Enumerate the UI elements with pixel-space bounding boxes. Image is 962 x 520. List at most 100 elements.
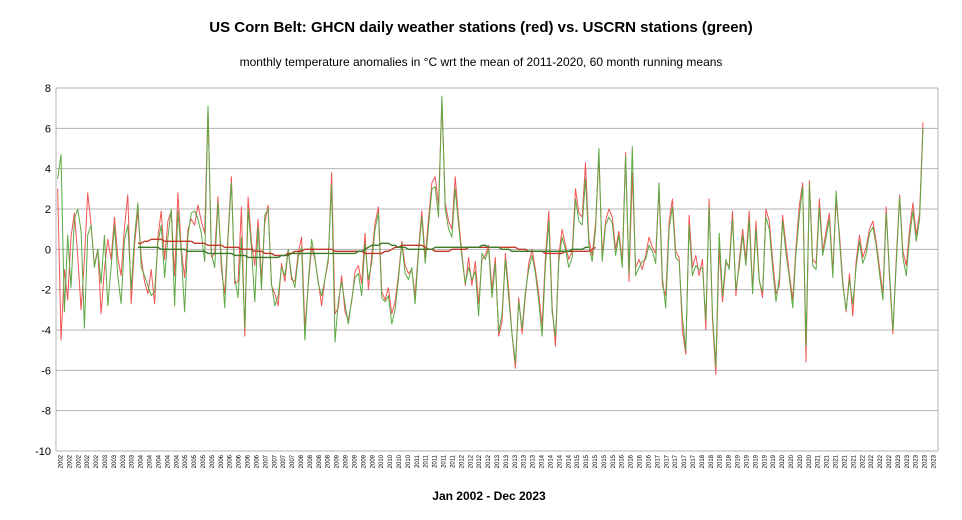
x-tick-label: 2003 [130, 454, 136, 468]
x-tick-label: 2006 [254, 454, 260, 468]
x-tick-label: 2015 [602, 454, 608, 468]
x-tick-label: 2015 [575, 454, 581, 468]
x-tick-label: 2009 [344, 454, 350, 468]
x-tick-label: 2021 [834, 454, 840, 468]
x-tick-label: 2019 [744, 454, 750, 468]
x-tick-label: 2023 [923, 454, 929, 468]
x-tick-label: 2017 [664, 454, 670, 468]
x-tick-label: 2009 [352, 454, 358, 468]
x-tick-label: 2020 [807, 454, 813, 468]
y-tick-label: 4 [45, 164, 51, 176]
x-tick-label: 2018 [700, 454, 706, 468]
x-tick-label: 2009 [335, 454, 341, 468]
x-tick-label: 2012 [459, 454, 465, 468]
x-tick-label: 2022 [878, 454, 884, 468]
series-line-ghcn_mean [137, 238, 596, 257]
x-tick-label: 2019 [771, 454, 777, 468]
x-tick-label: 2012 [468, 454, 474, 468]
x-tick-label: 2004 [148, 454, 154, 468]
x-tick-label: 2014 [566, 454, 572, 468]
x-tick-label: 2015 [611, 454, 617, 468]
x-tick-label: 2020 [798, 454, 804, 468]
x-tick-label: 2010 [379, 454, 385, 468]
x-tick-label: 2002 [85, 454, 91, 468]
x-tick-label: 2002 [58, 454, 64, 468]
x-tick-label: 2017 [682, 454, 688, 468]
y-tick-label: -10 [35, 446, 51, 458]
x-tick-label: 2005 [201, 454, 207, 468]
x-tick-label: 2017 [691, 454, 697, 468]
y-tick-label: -8 [41, 406, 51, 418]
x-tick-label: 2004 [165, 454, 171, 468]
x-tick-label: 2014 [548, 454, 554, 468]
x-tick-label: 2011 [433, 454, 439, 468]
chart-subtitle: monthly temperature anomalies in °C wrt … [240, 55, 723, 69]
x-tick-label: 2008 [326, 454, 332, 468]
x-tick-label: 2007 [281, 454, 287, 468]
x-tick-label: 2015 [584, 454, 590, 468]
x-tick-label: 2007 [290, 454, 296, 468]
x-tick-label: 2004 [156, 454, 162, 468]
x-tick-label: 2005 [183, 454, 189, 468]
x-tick-label: 2023 [905, 454, 911, 468]
x-tick-label: 2021 [851, 454, 857, 468]
x-tick-label: 2002 [94, 454, 100, 468]
x-tick-label: 2015 [593, 454, 599, 468]
x-tick-label: 2019 [736, 454, 742, 468]
x-tick-label: 2006 [246, 454, 252, 468]
x-tick-label: 2021 [842, 454, 848, 468]
x-tick-label: 2005 [210, 454, 216, 468]
x-tick-label: 2002 [67, 454, 73, 468]
x-tick-label: 2011 [442, 454, 448, 468]
series-line-uscrn_mean [137, 242, 589, 259]
x-tick-label: 2006 [219, 454, 225, 468]
x-tick-label: 2002 [76, 454, 82, 468]
y-tick-label: 6 [45, 123, 51, 135]
y-tick-label: 2 [45, 204, 51, 216]
x-tick-label: 2013 [495, 454, 501, 468]
x-tick-label: 2004 [139, 454, 145, 468]
x-tick-label: 2013 [522, 454, 528, 468]
x-tick-label: 2012 [486, 454, 492, 468]
x-tick-label: 2008 [317, 454, 323, 468]
gridlines [56, 87, 938, 452]
y-tick-label: -6 [41, 365, 51, 377]
x-tick-label: 2023 [896, 454, 902, 468]
x-tick-label: 2021 [825, 454, 831, 468]
x-tick-label: 2009 [370, 454, 376, 468]
x-tick-label: 2019 [762, 454, 768, 468]
x-tick-label: 2003 [121, 454, 127, 468]
x-tick-label: 2022 [860, 454, 866, 468]
x-tick-label: 2017 [673, 454, 679, 468]
x-tick-label: 2021 [816, 454, 822, 468]
x-tick-label: 2014 [540, 454, 546, 468]
x-tick-label: 2013 [513, 454, 519, 468]
x-tick-label: 2006 [228, 454, 234, 468]
x-tick-label: 2017 [655, 454, 661, 468]
chart-title: US Corn Belt: GHCN daily weather station… [209, 19, 752, 36]
x-tick-label: 2008 [308, 454, 314, 468]
x-tick-label: 2011 [415, 454, 421, 468]
x-tick-label: 2010 [406, 454, 412, 468]
x-tick-label: 2018 [727, 454, 733, 468]
y-tick-label: -2 [41, 285, 51, 297]
x-tick-label: 2005 [192, 454, 198, 468]
y-tick-label: -4 [41, 325, 51, 337]
x-tick-label: 2009 [361, 454, 367, 468]
x-tick-label: 2020 [789, 454, 795, 468]
x-axis-label: Jan 2002 - Dec 2023 [432, 489, 546, 503]
x-tick-label: 2004 [174, 454, 180, 468]
x-tick-label: 2003 [103, 454, 109, 468]
x-tick-label: 2020 [780, 454, 786, 468]
x-tick-label: 2013 [531, 454, 537, 468]
x-tick-label: 2019 [753, 454, 759, 468]
x-tick-label: 2007 [263, 454, 269, 468]
y-tick-label: 8 [45, 83, 51, 95]
x-tick-label: 2022 [869, 454, 875, 468]
x-tick-label: 2018 [718, 454, 724, 468]
x-tick-label: 2022 [887, 454, 893, 468]
x-tick-label: 2013 [504, 454, 510, 468]
x-axis-ticks: 2002 2002 2002 2002 2002 2003 2003 2003 2003 2004… [58, 454, 937, 468]
y-tick-label: 0 [45, 244, 51, 256]
x-tick-label: 2011 [424, 454, 430, 468]
